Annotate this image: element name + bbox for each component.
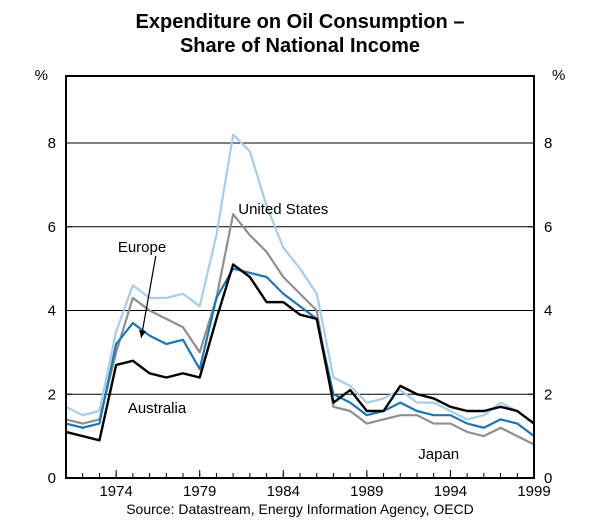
- ytick-left-0: 0: [48, 470, 56, 487]
- xtick-1979: 1979: [183, 483, 216, 500]
- y-unit-left: %: [35, 67, 48, 84]
- ytick-left-2: 2: [48, 386, 56, 403]
- label-japan: Japan: [418, 446, 459, 463]
- xtick-1994: 1994: [434, 483, 467, 500]
- ytick-right-2: 2: [544, 386, 552, 403]
- xtick-1984: 1984: [267, 483, 300, 500]
- xtick-1999: 1999: [517, 483, 550, 500]
- ytick-left-6: 6: [48, 219, 56, 236]
- chart-title-line1: Expenditure on Oil Consumption –: [136, 11, 465, 33]
- xtick-1974: 1974: [99, 483, 132, 500]
- xtick-1989: 1989: [350, 483, 383, 500]
- source-text: Source: Datastream, Energy Information A…: [126, 501, 474, 517]
- chart-svg: Expenditure on Oil Consumption –Share of…: [0, 0, 600, 522]
- ytick-right-8: 8: [544, 135, 552, 152]
- label-australia: Australia: [128, 400, 187, 417]
- label-europe: Europe: [118, 239, 166, 256]
- y-unit-right: %: [552, 67, 565, 84]
- label-united-states: United States: [238, 201, 328, 218]
- chart-container: Expenditure on Oil Consumption –Share of…: [0, 0, 600, 522]
- ytick-right-6: 6: [544, 219, 552, 236]
- ytick-left-8: 8: [48, 135, 56, 152]
- chart-title-line2: Share of National Income: [180, 35, 420, 57]
- ytick-left-4: 4: [48, 303, 56, 320]
- ytick-right-4: 4: [544, 303, 552, 320]
